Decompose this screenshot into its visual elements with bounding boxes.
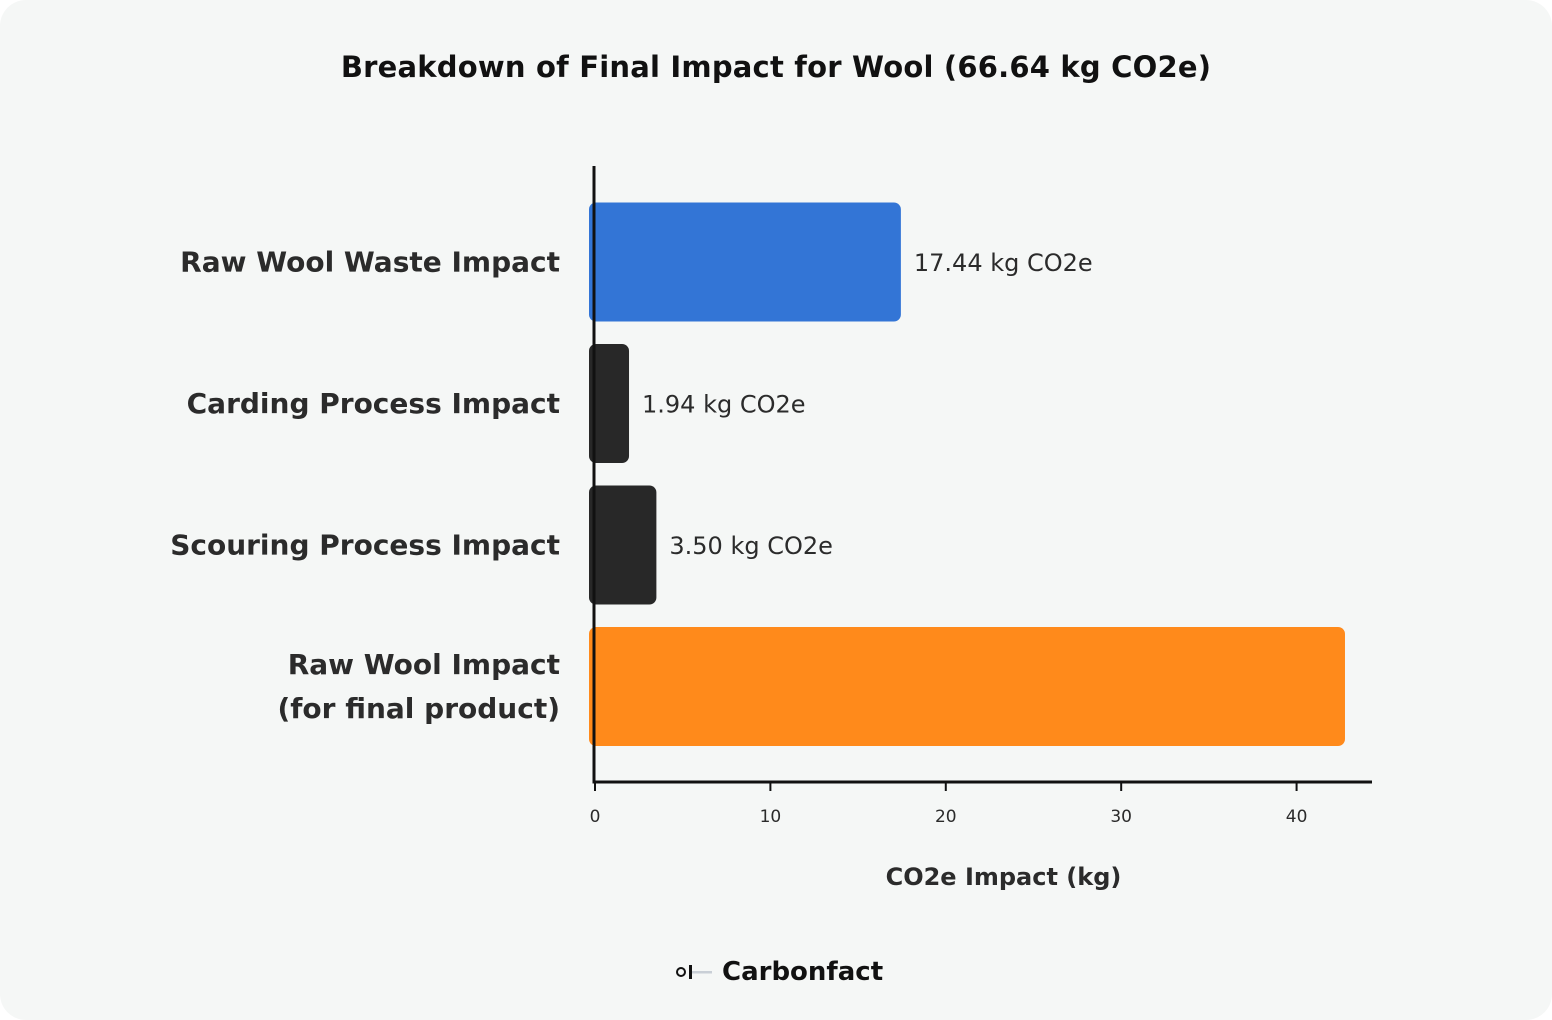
bar	[589, 344, 630, 463]
x-tick-label: 0	[590, 807, 601, 827]
x-tick-label: 20	[935, 807, 957, 827]
chart-title: Breakdown of Final Impact for Wool (66.6…	[340, 50, 1212, 84]
value-label: 17.44 kg CO2e	[914, 249, 1093, 277]
carbonfact-logo-icon	[676, 965, 712, 979]
brand: Carbonfact	[674, 952, 883, 992]
value-label: 1.94 kg CO2e	[642, 391, 806, 419]
x-tick-label: 10	[760, 807, 782, 827]
brand-name: Carbonfact	[722, 957, 884, 987]
x-tick-label: 40	[1286, 807, 1308, 827]
category-label: Carding Process Impact	[187, 387, 560, 420]
category-label: Scouring Process Impact	[170, 529, 560, 562]
category-label: (for final product)	[277, 692, 560, 725]
x-tick-label: 30	[1110, 807, 1132, 827]
x-axis-title: CO2e Impact (kg)	[886, 863, 1122, 891]
bar	[589, 485, 657, 605]
value-label: 3.50 kg CO2e	[669, 532, 833, 560]
category-label: Raw Wool Waste Impact	[180, 246, 560, 279]
category-label: Raw Wool Impact	[288, 648, 560, 681]
bar-chart: Raw Wool Waste Impact 17.44 kg CO2e Cardin…	[170, 166, 1372, 891]
bar	[589, 202, 901, 322]
bar	[589, 627, 1345, 746]
